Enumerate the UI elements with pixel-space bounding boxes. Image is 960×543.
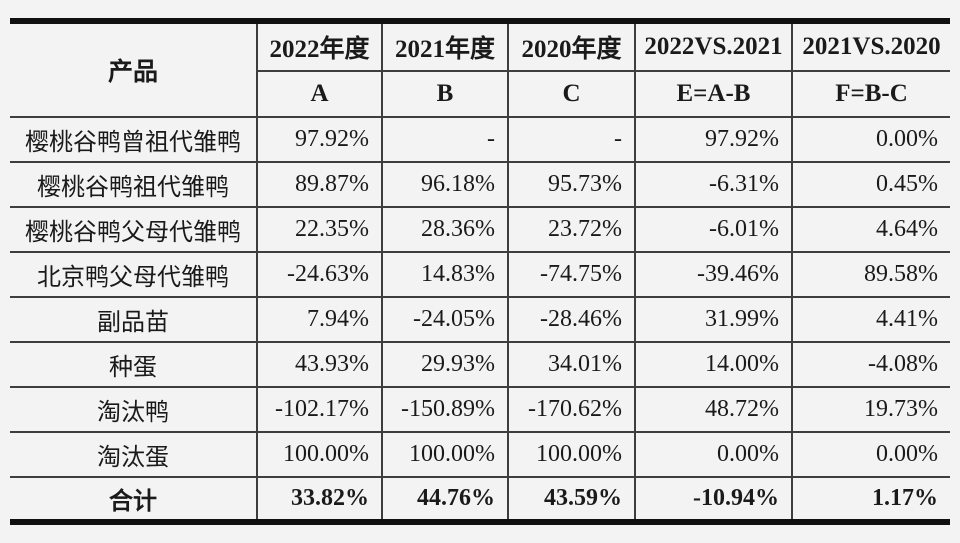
table-row: 副品苗 7.94% -24.05% -28.46% 31.99% 4.41% xyxy=(10,296,950,343)
product-name: 副品苗 xyxy=(10,296,258,343)
value-diff-f: 19.73% xyxy=(791,386,950,433)
value-2021: -150.89% xyxy=(381,386,509,433)
value-2020: -28.46% xyxy=(507,296,636,343)
total-label: 合计 xyxy=(10,476,258,523)
value-2022: 97.92% xyxy=(256,116,383,163)
value-2020: 100.00% xyxy=(507,431,636,478)
value-diff-e: 48.72% xyxy=(634,386,793,433)
table-row: 淘汰鸭 -102.17% -150.89% -170.62% 48.72% 19… xyxy=(10,386,950,433)
value-2021: 100.00% xyxy=(381,431,509,478)
value-2022: 89.87% xyxy=(256,161,383,208)
header-year-2020: 2020年度 xyxy=(507,20,636,72)
product-name: 淘汰鸭 xyxy=(10,386,258,433)
value-diff-f: 4.41% xyxy=(791,296,950,343)
table-row: 北京鸭父母代雏鸭 -24.63% 14.83% -74.75% -39.46% … xyxy=(10,251,950,298)
product-name: 淘汰蛋 xyxy=(10,431,258,478)
total-diff-e: -10.94% xyxy=(634,476,793,523)
table-row: 樱桃谷鸭祖代雏鸭 89.87% 96.18% 95.73% -6.31% 0.4… xyxy=(10,161,950,208)
value-2021: 96.18% xyxy=(381,161,509,208)
header-year-2022: 2022年度 xyxy=(256,20,383,72)
product-name: 樱桃谷鸭父母代雏鸭 xyxy=(10,206,258,253)
value-diff-e: -6.01% xyxy=(634,206,793,253)
value-2021: -24.05% xyxy=(381,296,509,343)
value-2022: 7.94% xyxy=(256,296,383,343)
value-2022: -102.17% xyxy=(256,386,383,433)
value-2020: 95.73% xyxy=(507,161,636,208)
value-2021: 29.93% xyxy=(381,341,509,388)
header-sub-f: F=B-C xyxy=(791,70,950,118)
value-2022: 22.35% xyxy=(256,206,383,253)
header-row-years: 产品 2022年度 2021年度 2020年度 2022VS.2021 2021… xyxy=(10,20,950,118)
value-diff-f: 0.00% xyxy=(791,116,950,163)
product-name: 樱桃谷鸭曾祖代雏鸭 xyxy=(10,116,258,163)
value-2022: -24.63% xyxy=(256,251,383,298)
header-vs-2022-2021: 2022VS.2021 xyxy=(634,20,793,72)
value-diff-f: 89.58% xyxy=(791,251,950,298)
header-row-formulas: A B C E=A-B F=B-C xyxy=(10,70,950,118)
header-vs-2021-2020: 2021VS.2020 xyxy=(791,20,950,72)
value-diff-f: 0.45% xyxy=(791,161,950,208)
value-2022: 43.93% xyxy=(256,341,383,388)
value-diff-f: 4.64% xyxy=(791,206,950,253)
product-name: 樱桃谷鸭祖代雏鸭 xyxy=(10,161,258,208)
total-diff-f: 1.17% xyxy=(791,476,950,523)
value-2020: -74.75% xyxy=(507,251,636,298)
value-diff-f: -4.08% xyxy=(791,341,950,388)
total-2021: 44.76% xyxy=(381,476,509,523)
value-2022: 100.00% xyxy=(256,431,383,478)
value-diff-e: 31.99% xyxy=(634,296,793,343)
total-2020: 43.59% xyxy=(507,476,636,523)
header-sub-a: A xyxy=(257,70,383,118)
total-2022: 33.82% xyxy=(256,476,383,523)
header-sub-c: C xyxy=(507,70,636,118)
value-2021: 14.83% xyxy=(381,251,509,298)
value-diff-e: 14.00% xyxy=(634,341,793,388)
header-sub-e: E=A-B xyxy=(634,70,793,118)
value-diff-e: -6.31% xyxy=(634,161,793,208)
product-name: 种蛋 xyxy=(10,341,258,388)
value-2021: 28.36% xyxy=(381,206,509,253)
product-name: 北京鸭父母代雏鸭 xyxy=(10,251,258,298)
value-diff-f: 0.00% xyxy=(791,431,950,478)
table-row: 种蛋 43.93% 29.93% 34.01% 14.00% -4.08% xyxy=(10,341,950,388)
value-diff-e: 0.00% xyxy=(634,431,793,478)
header-product: 产品 xyxy=(10,20,258,118)
table-row: 樱桃谷鸭曾祖代雏鸭 97.92% - - 97.92% 0.00% xyxy=(10,116,950,163)
value-diff-e: -39.46% xyxy=(634,251,793,298)
gross-margin-comparison-table: 产品 2022年度 2021年度 2020年度 2022VS.2021 2021… xyxy=(10,18,950,525)
header-year-2021: 2021年度 xyxy=(381,20,509,72)
value-2020: -170.62% xyxy=(507,386,636,433)
header-sub-b: B xyxy=(381,70,509,118)
table-row: 淘汰蛋 100.00% 100.00% 100.00% 0.00% 0.00% xyxy=(10,431,950,478)
value-2020: 34.01% xyxy=(507,341,636,388)
value-2020: 23.72% xyxy=(507,206,636,253)
total-row: 合计 33.82% 44.76% 43.59% -10.94% 1.17% xyxy=(10,476,950,523)
value-diff-e: 97.92% xyxy=(634,116,793,163)
value-2021: - xyxy=(381,116,509,163)
table-row: 樱桃谷鸭父母代雏鸭 22.35% 28.36% 23.72% -6.01% 4.… xyxy=(10,206,950,253)
value-2020: - xyxy=(507,116,636,163)
